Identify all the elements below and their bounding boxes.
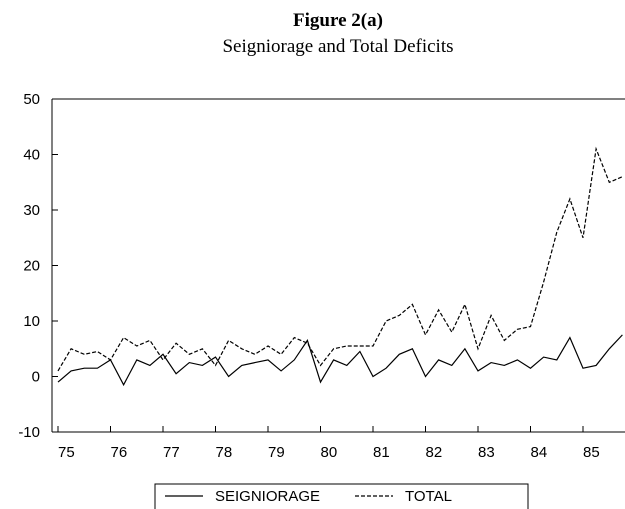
legend-label: SEIGNIORAGE (215, 488, 320, 505)
y-tick-label: 30 (23, 202, 40, 219)
y-tick-label: 40 (23, 147, 40, 164)
x-tick-label: 78 (216, 444, 233, 461)
x-tick-label: 75 (58, 444, 75, 461)
x-tick-label: 82 (426, 444, 443, 461)
legend-label: TOTAL (405, 488, 452, 505)
x-tick-label: 77 (163, 444, 180, 461)
y-tick-label: 10 (23, 313, 40, 330)
x-tick-label: 83 (478, 444, 495, 461)
x-tick-label: 81 (373, 444, 390, 461)
x-tick-label: 85 (583, 444, 600, 461)
series-line (57, 146, 623, 372)
chart-title: Figure 2(a) (293, 10, 383, 31)
y-tick-label: 20 (23, 258, 40, 275)
chart-subtitle: Seigniorage and Total Deficits (222, 36, 453, 57)
x-tick-label: 79 (268, 444, 285, 461)
y-tick-label: 50 (23, 91, 40, 108)
y-tick-label: -10 (18, 424, 40, 441)
x-tick-label: 76 (111, 444, 128, 461)
legend-box (154, 483, 529, 509)
series-line (57, 334, 623, 387)
y-tick-label: 0 (32, 369, 40, 386)
x-tick-label: 80 (321, 444, 338, 461)
x-tick-label: 84 (531, 444, 548, 461)
